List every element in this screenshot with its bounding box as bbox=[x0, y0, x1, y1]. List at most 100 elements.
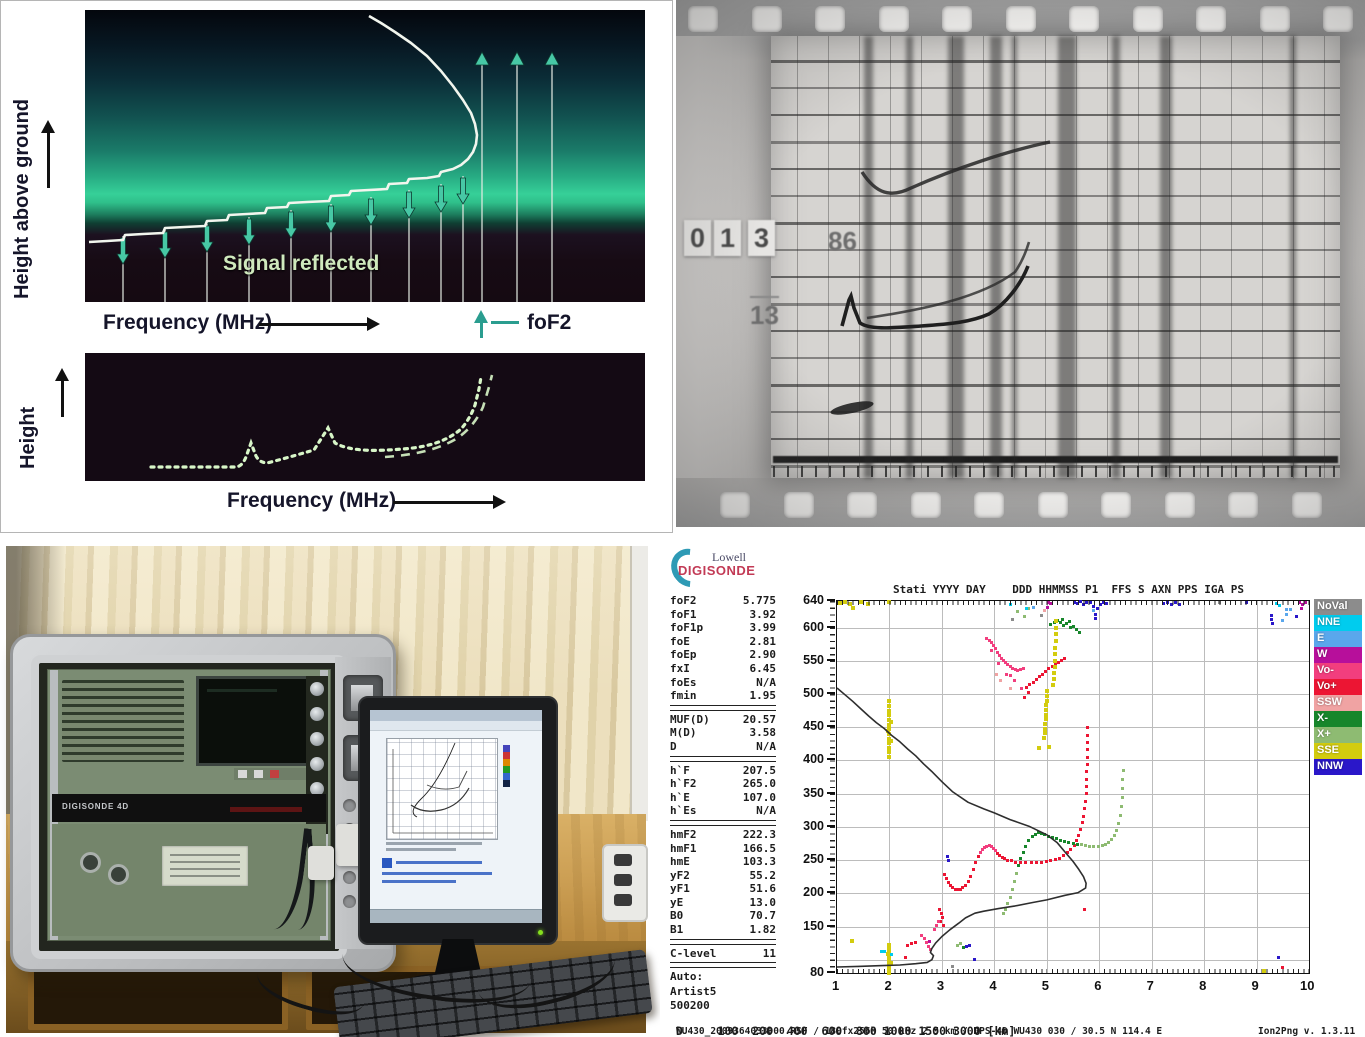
echo-point bbox=[1041, 672, 1045, 676]
film-grid-vline bbox=[1200, 36, 1201, 478]
echo-point bbox=[1110, 837, 1114, 841]
table-row: M(D) 3.58 bbox=[670, 726, 776, 740]
param-name: foF2 bbox=[670, 594, 697, 607]
table-separator bbox=[670, 819, 776, 826]
param-value: 107.0 bbox=[742, 790, 776, 804]
echo-point bbox=[939, 911, 943, 915]
echo-point bbox=[956, 943, 960, 947]
table-row: C-level 11 bbox=[670, 947, 776, 961]
echo-point bbox=[1083, 907, 1087, 911]
echo-point bbox=[1004, 907, 1008, 911]
sprocket-hole bbox=[1037, 492, 1068, 518]
echo-point bbox=[959, 942, 963, 946]
echo-point bbox=[993, 849, 997, 853]
echo-point bbox=[1161, 602, 1165, 606]
panel-digisonde-ionogram: Lowell DIGISONDE Stati YYYY DAY DDD HHMM… bbox=[660, 540, 1365, 1037]
power-led bbox=[538, 930, 543, 935]
echo-point bbox=[922, 936, 926, 940]
film-tick-comb bbox=[773, 466, 1338, 477]
gridline-horizontal bbox=[837, 926, 1309, 928]
param-name: hmF2 bbox=[670, 827, 697, 841]
legend-item: NoVal bbox=[1314, 599, 1362, 615]
x-axis-label: 1 bbox=[832, 978, 840, 993]
legend-item: Vo+ bbox=[1314, 679, 1362, 695]
echo-point bbox=[1010, 887, 1014, 891]
echo-point bbox=[1050, 664, 1054, 668]
echo-point bbox=[1062, 853, 1066, 857]
echo-point bbox=[887, 955, 892, 960]
film-fuzzy-band bbox=[1058, 36, 1076, 478]
echo-point bbox=[1002, 911, 1006, 915]
echo-point bbox=[890, 952, 894, 956]
echo-point bbox=[961, 886, 965, 890]
legend-item: W bbox=[1314, 647, 1362, 663]
echo-point bbox=[935, 923, 939, 927]
echo-point bbox=[972, 958, 976, 962]
echo-point bbox=[1025, 685, 1029, 689]
echo-point bbox=[1036, 746, 1041, 751]
sprocket-hole bbox=[751, 6, 782, 32]
frequency-axis-label-top: Frequency (MHz) bbox=[103, 311, 273, 334]
echo-point bbox=[1089, 600, 1093, 604]
echo-point bbox=[1270, 622, 1274, 626]
echo-point bbox=[1115, 828, 1119, 832]
echo-point bbox=[990, 649, 994, 653]
echo-point bbox=[1024, 861, 1028, 865]
echo-point bbox=[1269, 614, 1273, 618]
echo-point bbox=[1107, 840, 1111, 844]
echo-point bbox=[924, 940, 928, 944]
echo-point bbox=[937, 907, 941, 911]
echo-point bbox=[1012, 679, 1016, 683]
echo-point bbox=[1013, 860, 1017, 864]
echo-point bbox=[1059, 658, 1063, 662]
param-name: hmF1 bbox=[670, 841, 697, 855]
param-name: foEs bbox=[670, 675, 697, 689]
echo-point bbox=[1011, 618, 1015, 622]
echo-point bbox=[1105, 602, 1109, 606]
echo-point bbox=[1092, 844, 1096, 848]
echo-point bbox=[1040, 832, 1044, 835]
param-name: foE bbox=[670, 634, 690, 648]
echo-point bbox=[1030, 835, 1034, 839]
film-traces bbox=[830, 140, 1051, 415]
echo-point bbox=[987, 843, 991, 847]
echo-point bbox=[1013, 667, 1017, 671]
echo-point bbox=[889, 738, 894, 743]
echo-point bbox=[1083, 807, 1087, 811]
param-name: C-level bbox=[670, 946, 717, 960]
echo-point bbox=[1021, 667, 1025, 671]
echo-point bbox=[1085, 733, 1089, 737]
onscreen-colorbar bbox=[503, 745, 510, 787]
table-row: foEs N/A bbox=[670, 676, 776, 690]
table-row: D N/A bbox=[670, 740, 776, 754]
header-line-1: Stati YYYY DAY DDD HHMMSS P1 FFS S AXN P… bbox=[893, 583, 1244, 596]
gridline-horizontal bbox=[837, 793, 1309, 795]
echo-point bbox=[998, 653, 1002, 657]
echo-point bbox=[1051, 676, 1056, 681]
table-row: hmF1 166.5 bbox=[670, 842, 776, 856]
sprocket-hole bbox=[1101, 492, 1131, 518]
y-axis-label: 600 bbox=[803, 619, 824, 634]
echo-point bbox=[1033, 832, 1037, 836]
table-row: B1 1.82 bbox=[670, 923, 776, 937]
echo-point bbox=[1054, 625, 1059, 630]
echo-point bbox=[1061, 618, 1064, 622]
echo-point bbox=[1047, 745, 1052, 750]
echo-point bbox=[1045, 859, 1049, 863]
echo-point bbox=[1079, 843, 1083, 847]
film-counter-digit: 0 bbox=[684, 220, 711, 256]
echo-point bbox=[1003, 857, 1007, 861]
echo-point bbox=[1023, 615, 1027, 619]
digisonde-instrument: DIGISONDE 4D bbox=[47, 669, 331, 941]
echo-point bbox=[1093, 612, 1097, 616]
echo-point bbox=[1023, 696, 1027, 700]
film-grid-vline bbox=[1138, 36, 1139, 478]
echo-point bbox=[1100, 843, 1104, 847]
echo-point bbox=[1071, 625, 1075, 629]
monitor-screen bbox=[370, 710, 542, 923]
echo-point bbox=[1053, 652, 1058, 657]
echo-point bbox=[991, 846, 995, 850]
table-row: yF1 51.6 bbox=[670, 882, 776, 896]
echo-point bbox=[937, 919, 941, 923]
